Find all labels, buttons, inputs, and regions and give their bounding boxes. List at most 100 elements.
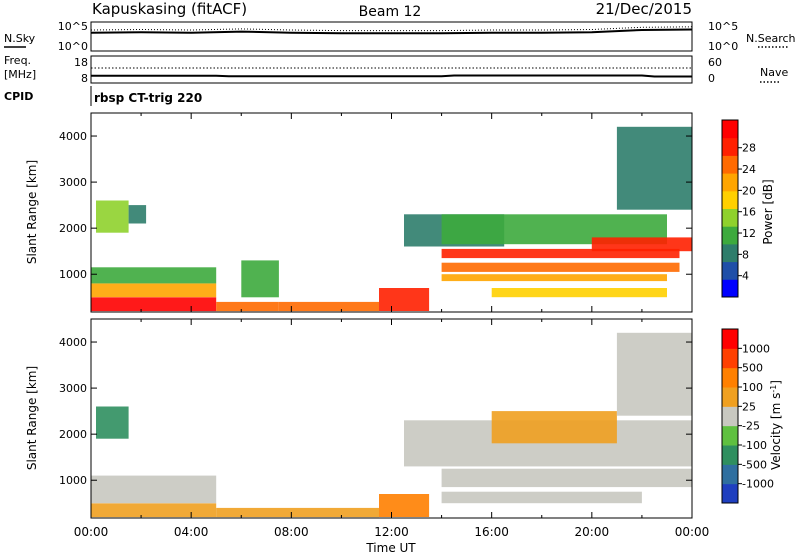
station-title: Kapuskasing (fitACF)	[92, 0, 247, 18]
power-colorbar-segment	[722, 208, 738, 227]
power-colorbar-tick-label: 28	[742, 142, 756, 155]
velocity-ytick-label: 3000	[59, 382, 87, 395]
velocity-ylabel: Slant Range [km]	[25, 366, 39, 470]
time-tick-label: 20:00	[575, 525, 610, 539]
power-colorbar: 4 8 12 16 20 24 28	[721, 119, 756, 298]
velocity-colorbar-tick-label: -100	[742, 439, 767, 452]
freq-unit-label: [MHz]	[4, 68, 36, 81]
power-colorbar-segment	[722, 155, 738, 174]
power-colorbar-tick-label: 24	[742, 163, 756, 176]
power-colorbar-segment	[722, 137, 738, 156]
time-tick-label: 00:00	[74, 525, 109, 539]
velocity-colorbar-segment	[722, 406, 738, 427]
nsky-series-line	[90, 28, 693, 35]
power-colorbar-segment	[722, 173, 738, 192]
power-ytick-label: 1000	[59, 268, 87, 281]
noise-panel-frame	[90, 21, 693, 52]
velocity-heatmap-region	[441, 491, 642, 504]
freq-label: Freq.	[4, 54, 31, 67]
freq-left-tick-bottom: 8	[81, 72, 88, 85]
power-colorbar-segment	[722, 226, 738, 245]
power-heatmap	[91, 126, 692, 312]
velocity-colorbar-tick-label: 100	[742, 381, 763, 394]
velocity-colorbar-segment	[722, 329, 738, 349]
time-tick-label: 08:00	[274, 525, 309, 539]
freq-left-tick-top: 18	[74, 56, 88, 69]
power-colorbar-frame	[721, 119, 739, 298]
power-ytick-label: 3000	[59, 176, 87, 189]
velocity-heatmap-region	[441, 468, 692, 488]
velocity-colorbar-segment	[722, 483, 738, 504]
velocity-colorbar-label: Velocity [m s-1]	[769, 380, 783, 470]
power-heatmap-region	[91, 283, 217, 298]
noise-right-tick-top: 10^5	[708, 20, 738, 33]
velocity-ytick-label: 2000	[59, 428, 87, 441]
velocity-heatmap-region	[96, 406, 129, 439]
velocity-colorbar-segment	[722, 464, 738, 485]
time-tick-label: 16:00	[474, 525, 509, 539]
nsearch-series-line	[90, 26, 693, 32]
beam-title: Beam 12	[359, 4, 422, 20]
power-colorbar-tick-label: 8	[742, 248, 749, 261]
power-heatmap-region	[491, 288, 667, 298]
power-axes: 1000 2000 3000 4000	[59, 113, 693, 312]
velocity-ytick-label: 1000	[59, 474, 87, 487]
freq-right-tick-bottom: 0	[708, 72, 715, 85]
velocity-colorbar-segment	[722, 367, 738, 388]
date-title: 21/Dec/2015	[596, 0, 692, 18]
velocity-colorbar-segment	[722, 445, 738, 465]
power-colorbar-segment	[722, 190, 738, 209]
power-colorbar-segment	[722, 243, 738, 263]
velocity-colorbar-segment	[722, 387, 738, 407]
power-colorbar-segment	[722, 279, 738, 298]
velocity-colorbar-tick-label: -25	[742, 420, 760, 433]
power-heatmap-region	[591, 237, 692, 252]
power-heatmap-region	[278, 301, 379, 312]
power-heatmap-region	[241, 260, 279, 298]
power-heatmap-region	[379, 288, 430, 311]
power-colorbar-segment	[722, 120, 738, 139]
time-axis: 00:00 04:00 08:00 12:00 16:00 20:00 00:00	[74, 525, 710, 539]
power-colorbar-segment	[722, 261, 738, 280]
velocity-heatmap-region	[616, 332, 692, 416]
velocity-heatmap-region	[216, 507, 379, 518]
power-ytick-label: 2000	[59, 222, 87, 235]
power-heatmap-region	[441, 248, 680, 259]
power-ylabel: Slant Range [km]	[25, 160, 39, 264]
power-heatmap-region	[91, 267, 217, 284]
noise-right-tick-bottom: 10^0	[708, 40, 738, 53]
freq-series-line	[91, 74, 692, 78]
velocity-colorbar-frame	[721, 328, 739, 504]
nave-label: Nave	[760, 66, 788, 79]
velocity-colorbar-tick-label: 1000	[742, 342, 770, 355]
time-tick-label: 04:00	[174, 525, 209, 539]
power-heatmap-region	[616, 126, 692, 210]
power-heatmap-region	[91, 297, 217, 312]
noise-left-tick-bottom: 10^0	[58, 40, 88, 53]
nsky-label: N.Sky	[4, 32, 36, 45]
velocity-axes: 1000 2000 3000 4000	[59, 319, 693, 518]
velocity-colorbar-tick-label: -1000	[742, 478, 774, 491]
power-colorbar-tick-label: 20	[742, 184, 756, 197]
velocity-heatmap-region	[91, 475, 217, 504]
power-heatmap-region	[441, 274, 667, 282]
nsearch-label: N.Search	[746, 32, 796, 45]
velocity-colorbar-tick-label: 500	[742, 362, 763, 375]
velocity-heatmap-region	[91, 503, 217, 518]
power-colorbar-label: Power [dB]	[761, 179, 775, 244]
power-colorbar-tick-label: 16	[742, 206, 756, 219]
power-ytick-label: 4000	[59, 130, 87, 143]
power-heatmap-region	[128, 205, 147, 224]
power-colorbar-tick-label: 12	[742, 227, 756, 240]
velocity-colorbar-segment	[722, 348, 738, 369]
cpid-value: rbsp CT-trig 220	[94, 91, 202, 105]
velocity-heatmap-region	[379, 494, 430, 517]
power-heatmap-region	[96, 200, 129, 233]
power-heatmap-region	[216, 301, 279, 312]
velocity-colorbar-tick-label: -500	[742, 458, 767, 471]
cpid-label: CPID	[4, 90, 33, 103]
velocity-heatmap-region	[491, 411, 617, 444]
power-heatmap-region	[441, 262, 680, 272]
xlabel: Time UT	[365, 541, 416, 554]
